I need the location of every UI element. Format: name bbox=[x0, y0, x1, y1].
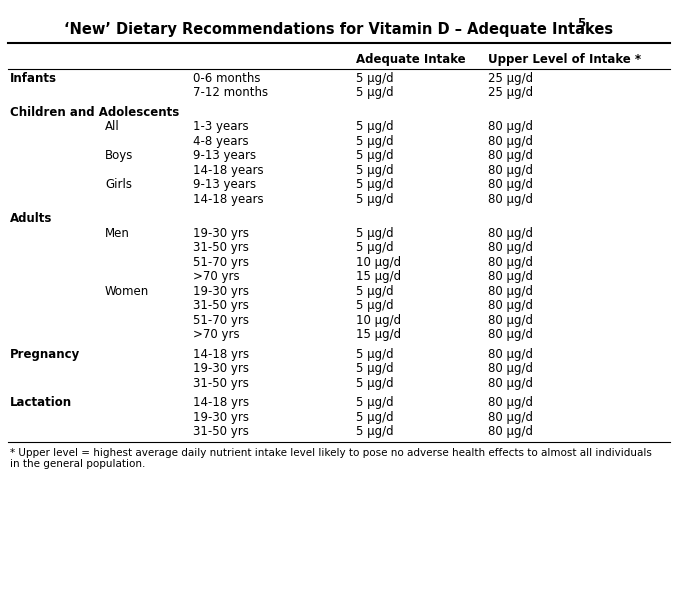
Text: 5 μg/d: 5 μg/d bbox=[356, 72, 393, 85]
Text: 19-30 yrs: 19-30 yrs bbox=[193, 362, 250, 376]
Text: 19-30 yrs: 19-30 yrs bbox=[193, 227, 250, 240]
Text: 4-8 years: 4-8 years bbox=[193, 135, 249, 147]
Text: Girls: Girls bbox=[105, 179, 132, 191]
Text: 80 μg/d: 80 μg/d bbox=[488, 377, 533, 390]
Text: 80 μg/d: 80 μg/d bbox=[488, 411, 533, 424]
Text: 80 μg/d: 80 μg/d bbox=[488, 179, 533, 191]
Text: 80 μg/d: 80 μg/d bbox=[488, 362, 533, 376]
Text: 31-50 yrs: 31-50 yrs bbox=[193, 241, 249, 254]
Text: 80 μg/d: 80 μg/d bbox=[488, 299, 533, 312]
Text: 80 μg/d: 80 μg/d bbox=[488, 314, 533, 327]
Text: 5: 5 bbox=[577, 17, 585, 30]
Text: 5 μg/d: 5 μg/d bbox=[356, 135, 393, 147]
Text: Pregnancy: Pregnancy bbox=[10, 347, 81, 361]
Text: 80 μg/d: 80 μg/d bbox=[488, 149, 533, 162]
Text: 14-18 yrs: 14-18 yrs bbox=[193, 347, 250, 361]
Text: 5 μg/d: 5 μg/d bbox=[356, 120, 393, 133]
Text: 31-50 yrs: 31-50 yrs bbox=[193, 425, 249, 438]
Text: 5 μg/d: 5 μg/d bbox=[356, 86, 393, 99]
Text: 31-50 yrs: 31-50 yrs bbox=[193, 377, 249, 390]
Text: 0-6 months: 0-6 months bbox=[193, 72, 261, 85]
Text: 80 μg/d: 80 μg/d bbox=[488, 120, 533, 133]
Text: 80 μg/d: 80 μg/d bbox=[488, 256, 533, 269]
Text: in the general population.: in the general population. bbox=[10, 459, 146, 469]
Text: Upper Level of Intake *: Upper Level of Intake * bbox=[488, 54, 641, 66]
Text: 25 μg/d: 25 μg/d bbox=[488, 72, 534, 85]
Text: 51-70 yrs: 51-70 yrs bbox=[193, 314, 250, 327]
Text: Boys: Boys bbox=[105, 149, 134, 162]
Text: 80 μg/d: 80 μg/d bbox=[488, 227, 533, 240]
Text: 19-30 yrs: 19-30 yrs bbox=[193, 285, 250, 298]
Text: >70 yrs: >70 yrs bbox=[193, 328, 240, 341]
Text: 5 μg/d: 5 μg/d bbox=[356, 377, 393, 390]
Text: 10 μg/d: 10 μg/d bbox=[356, 256, 401, 269]
Text: 80 μg/d: 80 μg/d bbox=[488, 270, 533, 283]
Text: Infants: Infants bbox=[10, 72, 57, 85]
Text: 25 μg/d: 25 μg/d bbox=[488, 86, 534, 99]
Text: 19-30 yrs: 19-30 yrs bbox=[193, 411, 250, 424]
Text: 80 μg/d: 80 μg/d bbox=[488, 164, 533, 177]
Text: 80 μg/d: 80 μg/d bbox=[488, 135, 533, 147]
Text: 5 μg/d: 5 μg/d bbox=[356, 425, 393, 438]
Text: 80 μg/d: 80 μg/d bbox=[488, 328, 533, 341]
Text: 51-70 yrs: 51-70 yrs bbox=[193, 256, 250, 269]
Text: 5 μg/d: 5 μg/d bbox=[356, 241, 393, 254]
Text: Women: Women bbox=[105, 285, 149, 298]
Text: 5 μg/d: 5 μg/d bbox=[356, 396, 393, 410]
Text: 80 μg/d: 80 μg/d bbox=[488, 396, 533, 410]
Text: 80 μg/d: 80 μg/d bbox=[488, 193, 533, 206]
Text: Lactation: Lactation bbox=[10, 396, 73, 410]
Text: 5 μg/d: 5 μg/d bbox=[356, 285, 393, 298]
Text: 5 μg/d: 5 μg/d bbox=[356, 149, 393, 162]
Text: 14-18 years: 14-18 years bbox=[193, 164, 264, 177]
Text: 9-13 years: 9-13 years bbox=[193, 149, 256, 162]
Text: 5 μg/d: 5 μg/d bbox=[356, 164, 393, 177]
Text: 14-18 yrs: 14-18 yrs bbox=[193, 396, 250, 410]
Text: 15 μg/d: 15 μg/d bbox=[356, 270, 401, 283]
Text: 80 μg/d: 80 μg/d bbox=[488, 241, 533, 254]
Text: 31-50 yrs: 31-50 yrs bbox=[193, 299, 249, 312]
Text: ‘New’ Dietary Recommendations for Vitamin D – Adequate Intakes: ‘New’ Dietary Recommendations for Vitami… bbox=[64, 22, 614, 37]
Text: All: All bbox=[105, 120, 120, 133]
Text: 9-13 years: 9-13 years bbox=[193, 179, 256, 191]
Text: 5 μg/d: 5 μg/d bbox=[356, 227, 393, 240]
Text: 80 μg/d: 80 μg/d bbox=[488, 347, 533, 361]
Text: 5 μg/d: 5 μg/d bbox=[356, 193, 393, 206]
Text: 5 μg/d: 5 μg/d bbox=[356, 347, 393, 361]
Text: 5 μg/d: 5 μg/d bbox=[356, 411, 393, 424]
Text: >70 yrs: >70 yrs bbox=[193, 270, 240, 283]
Text: 5 μg/d: 5 μg/d bbox=[356, 362, 393, 376]
Text: 14-18 years: 14-18 years bbox=[193, 193, 264, 206]
Text: 80 μg/d: 80 μg/d bbox=[488, 425, 533, 438]
Text: 10 μg/d: 10 μg/d bbox=[356, 314, 401, 327]
Text: * Upper level = highest average daily nutrient intake level likely to pose no ad: * Upper level = highest average daily nu… bbox=[10, 448, 652, 458]
Text: Men: Men bbox=[105, 227, 130, 240]
Text: 80 μg/d: 80 μg/d bbox=[488, 285, 533, 298]
Text: 7-12 months: 7-12 months bbox=[193, 86, 268, 99]
Text: 5 μg/d: 5 μg/d bbox=[356, 179, 393, 191]
Text: 15 μg/d: 15 μg/d bbox=[356, 328, 401, 341]
Text: Children and Adolescents: Children and Adolescents bbox=[10, 106, 180, 119]
Text: Adults: Adults bbox=[10, 213, 53, 225]
Text: 5 μg/d: 5 μg/d bbox=[356, 299, 393, 312]
Text: Adequate Intake: Adequate Intake bbox=[356, 54, 466, 66]
Text: 1-3 years: 1-3 years bbox=[193, 120, 249, 133]
